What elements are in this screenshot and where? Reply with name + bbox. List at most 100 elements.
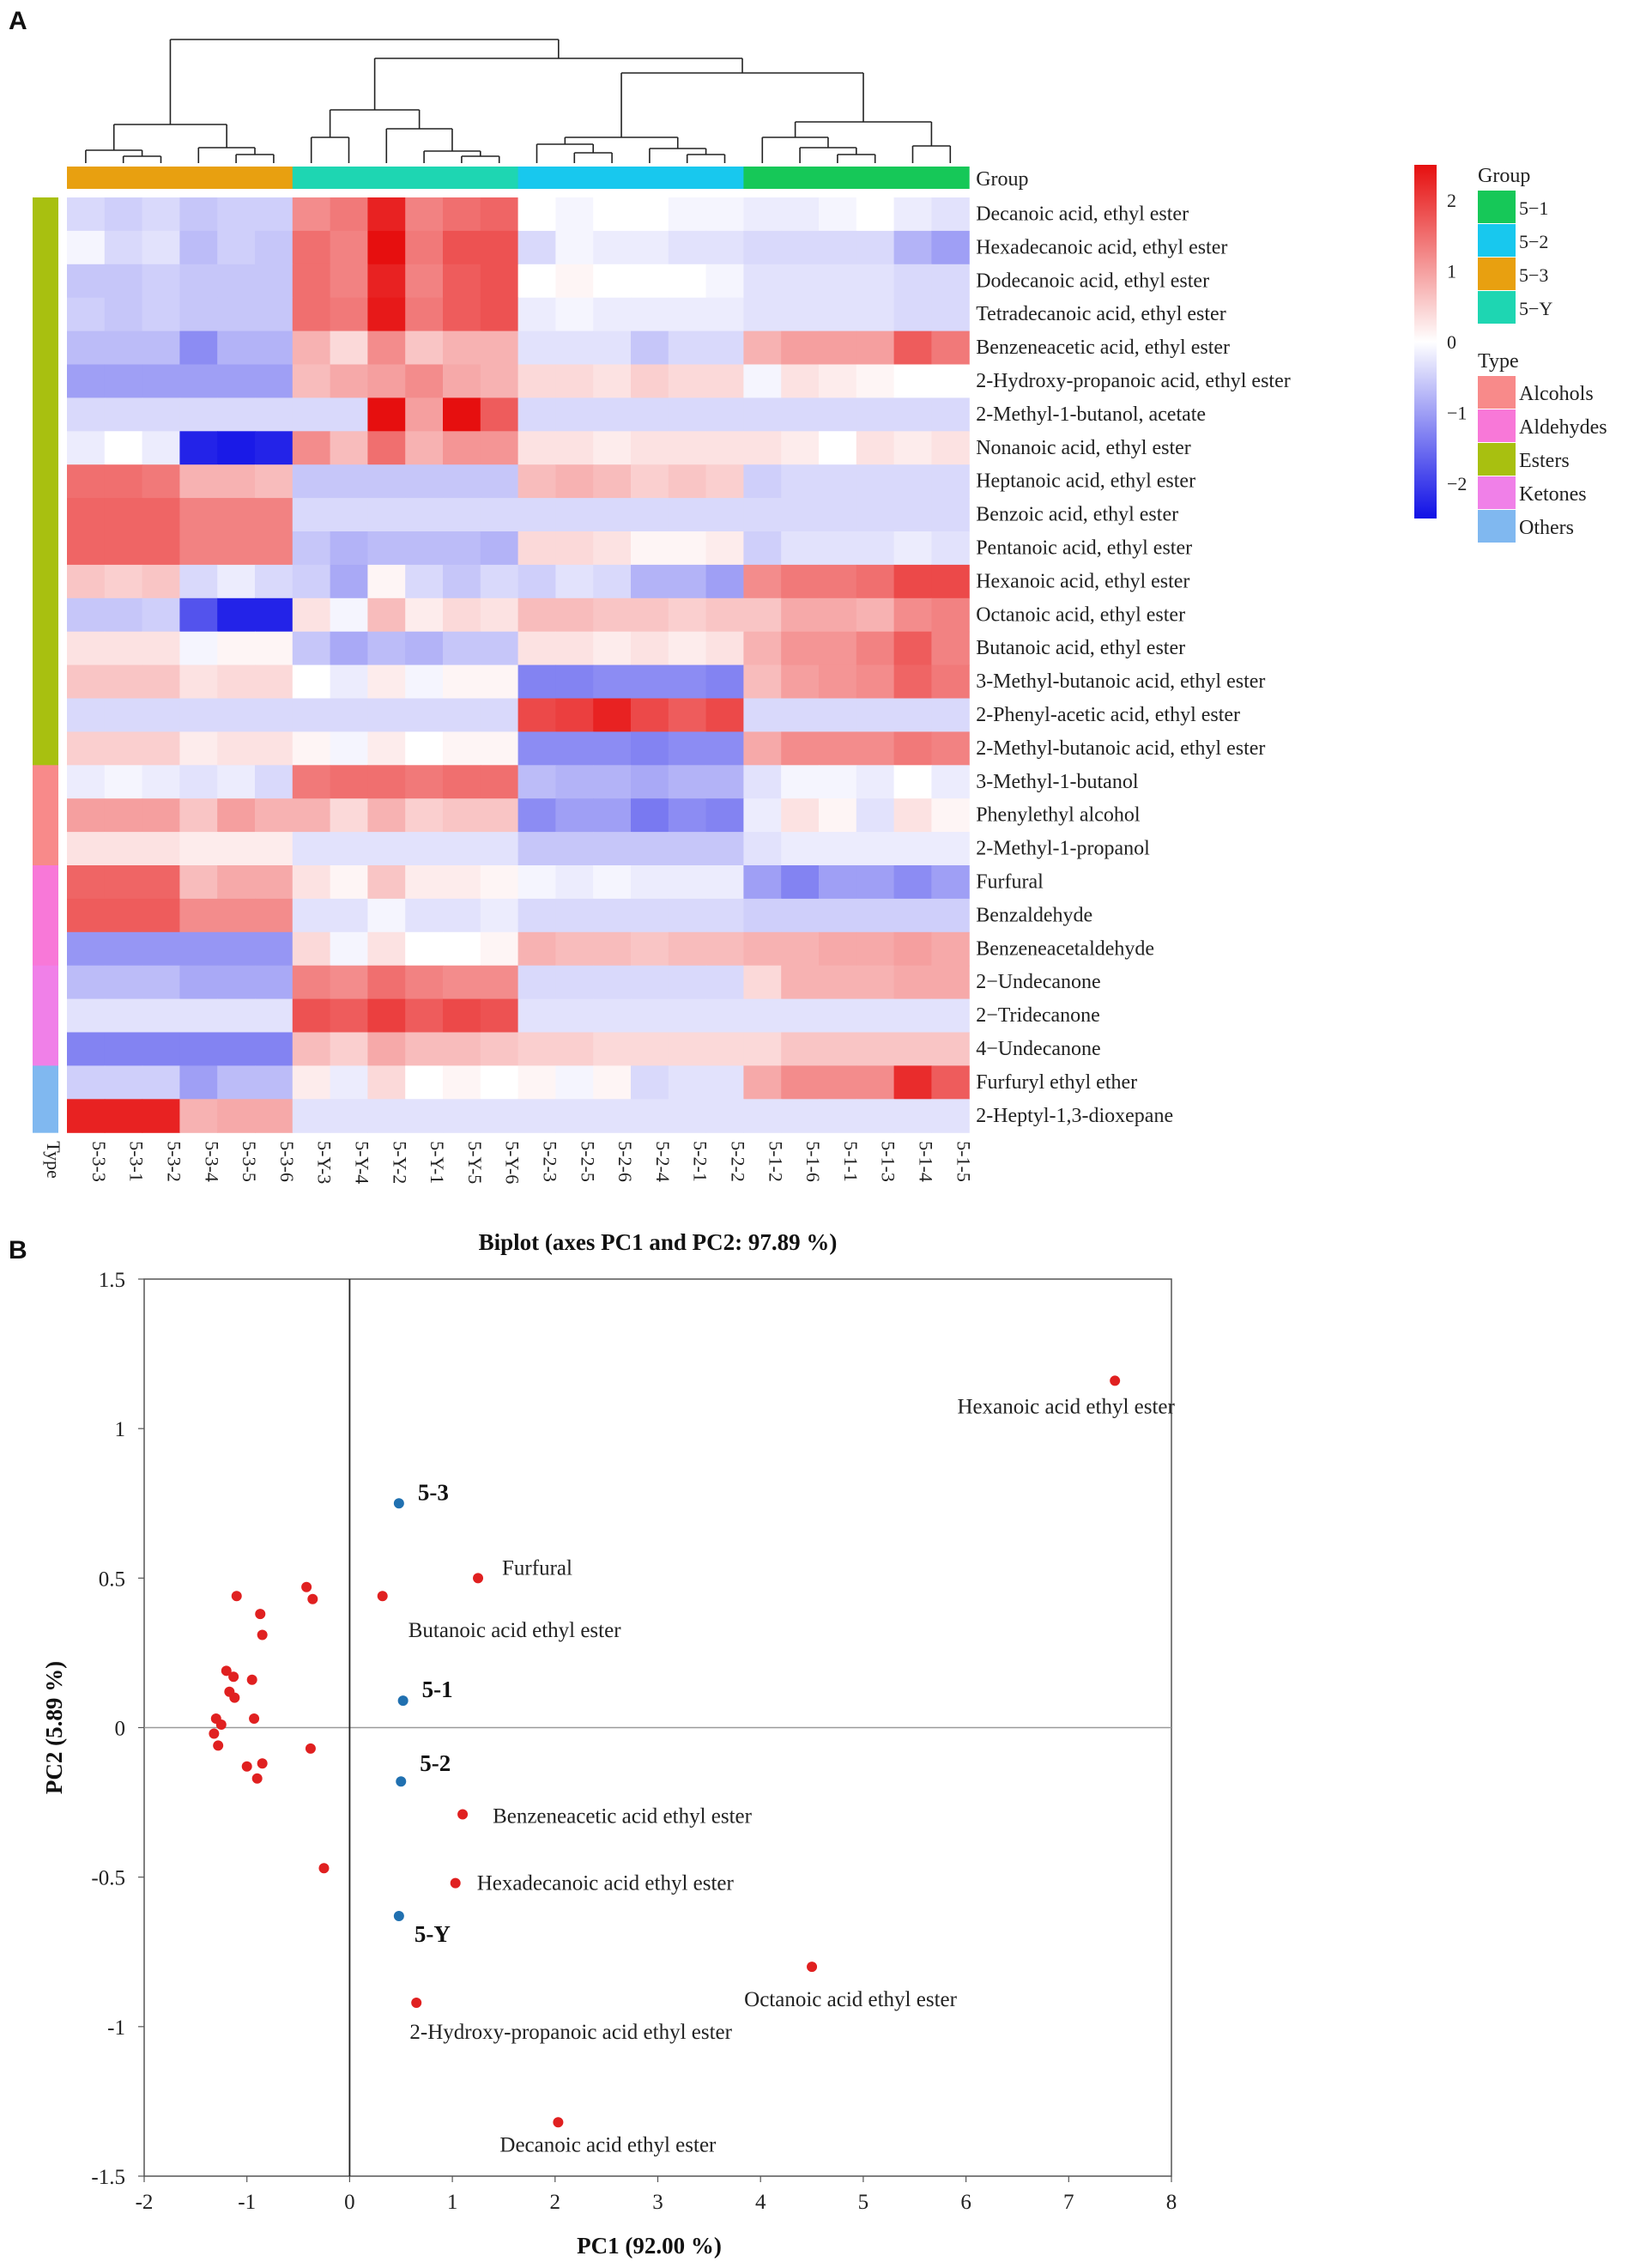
heatmap-cell (367, 664, 406, 700)
heatmap-cell (330, 865, 368, 900)
heatmap-cell (104, 364, 143, 398)
variable-point (251, 1773, 263, 1784)
type-legend-swatch (1478, 510, 1516, 543)
heatmap-cell (142, 364, 180, 398)
heatmap-cell (217, 698, 256, 732)
heatmap-cell (819, 1099, 857, 1133)
heatmap-cell (443, 698, 481, 732)
heatmap-cell (593, 898, 632, 933)
heatmap-cell (217, 464, 256, 499)
row-label: Benzoic acid, ethyl ester (976, 504, 1178, 526)
heatmap-cell (255, 498, 294, 532)
heatmap-cell (255, 230, 294, 265)
heatmap-cell (217, 832, 256, 866)
heatmap-cell (480, 531, 519, 566)
heatmap-cell (931, 931, 970, 967)
heatmap-cell (668, 832, 707, 866)
heatmap-cell (67, 664, 106, 700)
y-tick-label: 1.5 (99, 1269, 125, 1292)
heatmap-cell (104, 230, 143, 265)
variable-point (377, 1591, 388, 1602)
heatmap-cell (931, 898, 970, 933)
heatmap-cell (255, 1032, 294, 1066)
heatmap-cell (517, 364, 556, 398)
row-label: Nonanoic acid, ethyl ester (976, 437, 1191, 459)
group-bar-cell (405, 167, 444, 189)
column-label: 5-Y-5 (464, 1141, 486, 1184)
heatmap-cell (517, 1065, 556, 1100)
type-bar-cell (33, 765, 58, 799)
heatmap-cell (593, 431, 632, 465)
observation-point (393, 1498, 404, 1509)
heatmap-cell (893, 631, 932, 666)
heatmap-cell (480, 1032, 519, 1066)
heatmap-cell (405, 798, 444, 833)
heatmap-cell (104, 531, 143, 566)
heatmap-cell (555, 364, 594, 398)
heatmap-cell (367, 464, 406, 499)
type-legend-label: Alcohols (1519, 383, 1594, 405)
heatmap-cell (104, 431, 143, 465)
heatmap-cell (67, 364, 106, 398)
heatmap-cell (856, 498, 895, 532)
heatmap-cell (142, 731, 180, 766)
group-legend-label: 5−1 (1519, 197, 1548, 219)
heatmap-cell (931, 431, 970, 465)
heatmap-cell (330, 364, 368, 398)
heatmap-cell (405, 564, 444, 599)
heatmap-cell (367, 364, 406, 398)
x-tick-label: 6 (960, 2191, 971, 2214)
type-bar-cell (33, 931, 58, 967)
column-label: 5-2-2 (728, 1141, 749, 1182)
heatmap-cell (517, 498, 556, 532)
heatmap-cell (367, 297, 406, 332)
heatmap-cell (405, 297, 444, 332)
heatmap-cell (668, 364, 707, 398)
heatmap-cell (856, 564, 895, 599)
x-tick-label: 5 (858, 2191, 869, 2214)
heatmap-cell (330, 564, 368, 599)
heatmap-cell (292, 765, 331, 799)
column-label: 5-3-6 (276, 1141, 298, 1182)
heatmap-cell (743, 832, 782, 866)
variable-point (246, 1674, 257, 1685)
column-label: 5-Y-1 (427, 1141, 448, 1184)
heatmap-cell (517, 832, 556, 866)
heatmap-cell (330, 998, 368, 1034)
heatmap-cell (555, 531, 594, 566)
group-bar-cell (593, 167, 632, 189)
heatmap-cell (593, 998, 632, 1034)
heatmap-cell (179, 1065, 218, 1100)
heatmap-cell (856, 230, 895, 265)
heatmap-cell (593, 397, 632, 432)
row-label: 3-Methyl-butanoic acid, ethyl ester (976, 670, 1265, 693)
heatmap-cell (179, 364, 218, 398)
heatmap-cell (856, 197, 895, 232)
heatmap-cell (856, 731, 895, 766)
type-legend-label: Esters (1519, 450, 1570, 472)
heatmap-cell (593, 965, 632, 1000)
heatmap-cell (405, 464, 444, 499)
heatmap-cell (292, 498, 331, 532)
heatmap-cell (104, 564, 143, 599)
row-label: 2−Undecanone (976, 971, 1100, 993)
heatmap-cell (443, 264, 481, 299)
heatmap-cell (480, 631, 519, 666)
heatmap-cell (104, 330, 143, 366)
heatmap-cell (931, 731, 970, 766)
heatmap-cell (104, 832, 143, 866)
heatmap-cell (819, 230, 857, 265)
heatmap-cell (292, 330, 331, 366)
heatmap-cell (781, 1099, 820, 1133)
heatmap-cell (931, 1099, 970, 1133)
heatmap-cell (330, 397, 368, 432)
heatmap-cell (631, 1032, 669, 1066)
heatmap-cell (292, 931, 331, 967)
heatmap-cell (781, 631, 820, 666)
heatmap-cell (367, 965, 406, 1000)
heatmap-cell (179, 865, 218, 900)
heatmap-cell (593, 698, 632, 732)
heatmap-cell (856, 1065, 895, 1100)
heatmap-cell (104, 464, 143, 499)
heatmap-cell (367, 765, 406, 799)
